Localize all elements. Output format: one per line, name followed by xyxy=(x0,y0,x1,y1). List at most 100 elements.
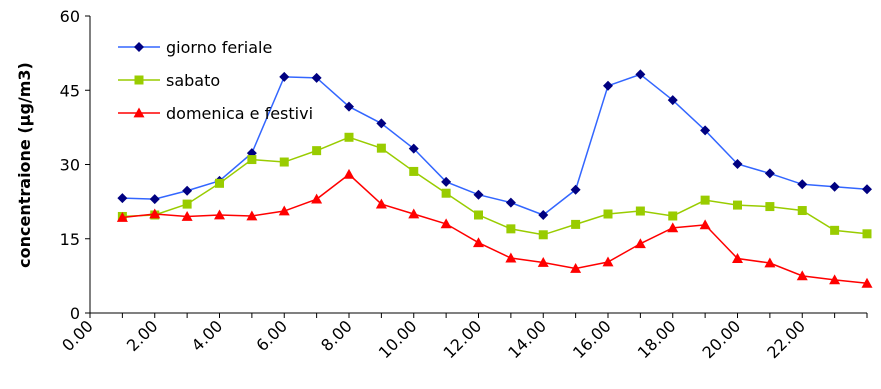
y-tick-label: 0 xyxy=(70,304,80,323)
data-point xyxy=(537,257,549,267)
data-point xyxy=(182,185,193,196)
legend-item: domenica e festivi xyxy=(118,104,313,123)
data-point xyxy=(149,208,161,219)
legend-label: domenica e festivi xyxy=(166,104,313,123)
data-point xyxy=(375,198,387,209)
data-point xyxy=(440,218,452,229)
data-point xyxy=(571,219,581,229)
y-axis-title: concentraione (µg/m3) xyxy=(15,62,34,268)
x-tick-label: 18.00 xyxy=(634,316,680,362)
series-line xyxy=(122,73,868,216)
data-point xyxy=(408,143,419,154)
data-point xyxy=(473,237,484,248)
data-point xyxy=(538,209,549,220)
data-point xyxy=(506,224,516,234)
x-tick-label: 6.00 xyxy=(252,316,291,355)
data-point xyxy=(830,225,840,235)
legend-label: giorno feriale xyxy=(166,38,272,57)
data-point xyxy=(246,210,258,221)
data-point xyxy=(214,209,225,220)
series-line xyxy=(122,173,868,285)
data-point xyxy=(829,181,840,192)
x-tick-label: 12.00 xyxy=(439,316,485,362)
x-tick-label: 14.00 xyxy=(504,316,550,362)
legend-item: sabato xyxy=(118,71,220,90)
data-point xyxy=(247,155,257,165)
data-point xyxy=(861,277,873,288)
y-axis-ticks: 0 15 30 45 60 xyxy=(60,7,90,323)
data-point xyxy=(279,157,289,167)
x-tick-label: 16.00 xyxy=(569,316,615,362)
series-line xyxy=(122,136,868,236)
data-point xyxy=(279,71,290,82)
data-point xyxy=(796,270,808,281)
data-point xyxy=(408,208,420,219)
data-point xyxy=(699,219,711,230)
data-point xyxy=(764,168,775,179)
data-point xyxy=(635,206,645,216)
data-point xyxy=(311,193,323,204)
data-point xyxy=(441,176,452,187)
data-point xyxy=(505,252,517,263)
x-tick-label: 10.00 xyxy=(375,316,421,362)
y-tick-label: 15 xyxy=(60,230,80,249)
data-point xyxy=(602,256,614,267)
data-point xyxy=(635,69,646,80)
data-point xyxy=(441,188,451,198)
data-point xyxy=(344,132,354,142)
data-point xyxy=(182,199,192,209)
data-point xyxy=(149,194,160,205)
data-point xyxy=(797,179,808,190)
data-point xyxy=(311,72,322,83)
legend-marker xyxy=(134,75,144,85)
x-tick-label: 2.00 xyxy=(123,316,162,355)
series-3 xyxy=(116,168,873,288)
data-point xyxy=(181,210,193,221)
data-point xyxy=(344,101,354,112)
x-tick-label: 20.00 xyxy=(698,316,744,362)
data-point xyxy=(278,205,290,216)
data-point xyxy=(732,159,743,170)
axes xyxy=(89,16,867,314)
series-layer xyxy=(116,69,873,288)
y-tick-label: 30 xyxy=(60,156,80,175)
y-tick-label: 45 xyxy=(60,81,80,100)
x-tick-label: 22.00 xyxy=(763,316,809,362)
data-point xyxy=(667,95,678,106)
x-axis-ticks: 0.00 2.00 4.00 6.00 8.00 10.00 12.00 14.00 16.00… xyxy=(58,313,868,362)
data-point xyxy=(667,222,679,233)
legend: giorno feriale sabato domenica e festivi xyxy=(118,38,313,123)
data-point xyxy=(117,193,128,204)
data-point xyxy=(668,211,678,221)
legend-marker xyxy=(134,42,144,52)
y-tick-label: 60 xyxy=(60,7,80,26)
data-point xyxy=(343,168,355,179)
data-point xyxy=(116,211,128,222)
data-point xyxy=(505,197,516,208)
data-point xyxy=(700,195,710,205)
data-point xyxy=(570,262,582,273)
data-point xyxy=(862,229,872,239)
x-tick-label: 4.00 xyxy=(188,316,227,355)
data-point xyxy=(732,253,743,263)
series-1 xyxy=(117,69,872,220)
data-point xyxy=(797,206,807,216)
x-tick-label: 8.00 xyxy=(317,316,356,355)
legend-item: giorno feriale xyxy=(118,38,272,57)
data-point xyxy=(765,202,775,212)
data-point xyxy=(473,189,484,200)
data-point xyxy=(603,80,613,91)
data-point xyxy=(700,125,711,136)
data-point xyxy=(733,200,742,210)
data-point xyxy=(829,274,841,285)
data-point xyxy=(215,178,224,188)
data-point xyxy=(474,210,483,220)
legend-label: sabato xyxy=(166,71,220,90)
data-point xyxy=(764,257,776,268)
data-point xyxy=(634,238,646,249)
data-point xyxy=(862,184,872,195)
data-point xyxy=(409,166,419,176)
data-point xyxy=(538,230,548,240)
